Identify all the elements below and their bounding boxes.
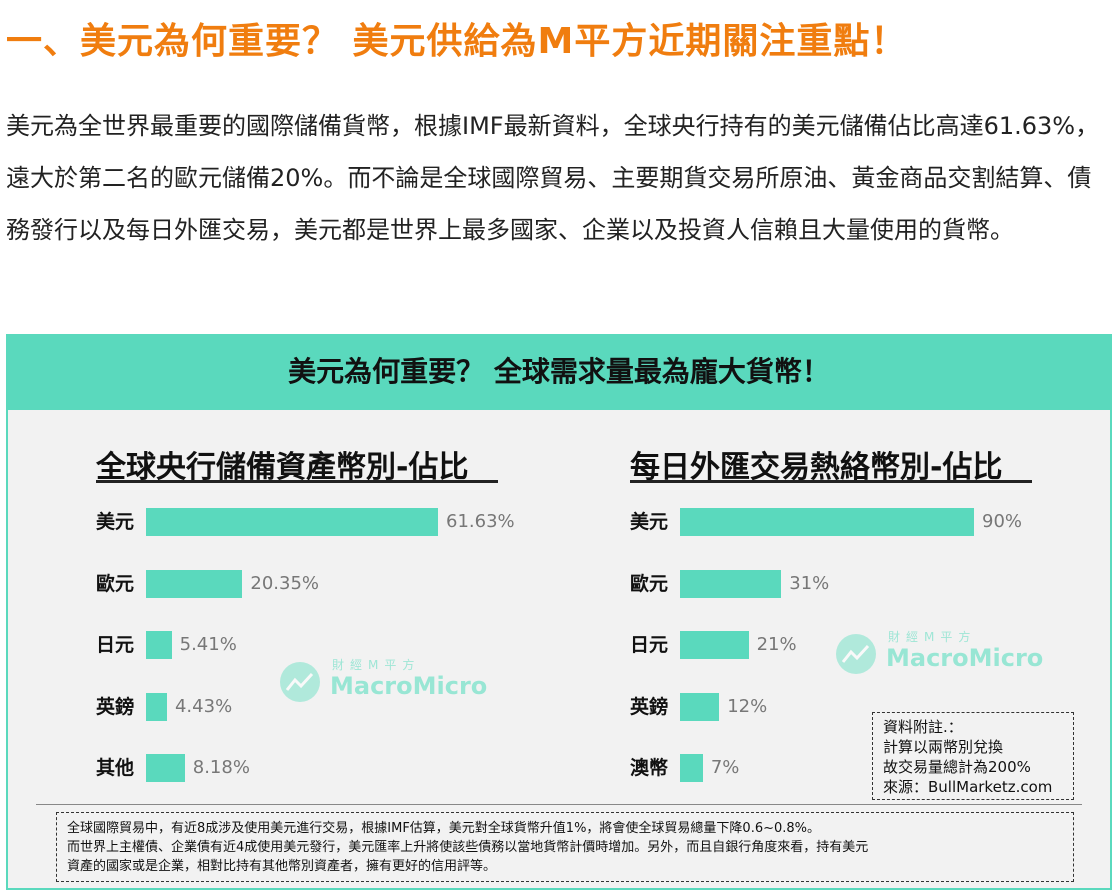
watermark-en: MacroMicro: [886, 644, 1044, 672]
bar-category-label: 歐元: [630, 572, 669, 595]
infographic-body: [6, 410, 1112, 890]
chart-title-underline: [630, 480, 1032, 483]
macromicro-logo-icon: [280, 662, 320, 702]
bar: [680, 692, 720, 721]
bar-row: 英鎊 4.43%: [96, 692, 576, 721]
bar-value-label: 61.63%: [446, 511, 515, 532]
divider: [36, 804, 1082, 805]
bar-category-label: 美元: [630, 511, 669, 533]
bar-value-label: 21%: [756, 634, 797, 655]
footnote-line: 全球國際貿易中，有近8成涉及使用美元進行交易，根據IMF估算，美元對全球貨幣升值…: [67, 821, 821, 836]
bar: [146, 508, 438, 536]
bar-row: 歐元 20.35%: [96, 569, 576, 598]
bar-category-label: 英鎊: [630, 695, 669, 718]
bar: [146, 631, 172, 659]
bar-row: 日元 5.41%: [96, 631, 576, 659]
bar: [146, 754, 185, 782]
bar-value-label: 7%: [710, 757, 740, 778]
intro-paragraph: 美元為全世界最重要的國際儲備貨幣，根據IMF最新資料，全球央行持有的美元儲備佔比…: [6, 112, 1100, 244]
bar-category-label: 澳幣: [630, 757, 669, 779]
bar-value-label: 31%: [789, 572, 830, 594]
bar-value-label: 12%: [727, 695, 768, 717]
infographic-title: 美元為何重要？ 全球需求量最為龐大貨幣！: [288, 355, 830, 388]
bar: [146, 569, 243, 598]
bar-category-label: 日元: [630, 634, 669, 656]
chart-title-underline: [96, 480, 498, 483]
bar-row: 澳幣 7%: [630, 754, 1110, 782]
chart-title: 每日外匯交易熱絡幣別-佔比: [630, 450, 1003, 485]
bar-row: 美元 61.63%: [96, 508, 576, 536]
reserve-currency-chart: 全球央行儲備資產幣別-佔比 美元 61.63% 歐元 20.35% 日元 5.41% 英鎊 4…: [96, 430, 576, 810]
bar-row: 英鎊 12%: [630, 692, 1110, 721]
bar: [146, 692, 167, 721]
footnote-line: 資產的國家或是企業，相對比持有其他幣別資產者，擁有更好的信用評等。: [67, 859, 497, 874]
bar-value-label: 8.18%: [192, 757, 250, 778]
note-line: 計算以兩幣別兌換: [883, 738, 1004, 756]
bar-row: 歐元 31%: [630, 569, 1110, 598]
bar-category-label: 歐元: [96, 572, 135, 595]
note-line: 故交易量總計為200%: [883, 758, 1031, 776]
fx-turnover-chart: 每日外匯交易熱絡幣別-佔比 美元 90% 歐元 31% 日元 21% 英鎊 12% 澳幣 7%: [630, 430, 1110, 810]
macromicro-logo-icon: [836, 634, 876, 674]
bar: [680, 569, 782, 598]
bar-row: 美元 90%: [630, 508, 1110, 536]
bar-row: 日元 21%: [630, 631, 1110, 659]
bar-category-label: 其他: [96, 757, 135, 779]
bar: [680, 754, 703, 782]
bar-value-label: 20.35%: [250, 572, 320, 594]
macromicro-watermark: 財經M平方 MacroMicro: [836, 628, 1046, 678]
footnote-box: 全球國際貿易中，有近8成涉及使用美元進行交易，根據IMF估算，美元對全球貨幣升值…: [56, 812, 1074, 882]
note-line: 來源：BullMarketz.com: [883, 778, 1053, 796]
watermark-cn: 財經M平方: [332, 658, 421, 672]
bar-value-label: 5.41%: [179, 634, 237, 655]
data-note-box: 資料附註.： 計算以兩幣別兌換 故交易量總計為200% 來源：BullMarke…: [872, 712, 1074, 800]
bar: [680, 631, 749, 659]
note-line: 資料附註.：: [883, 718, 963, 736]
bar-value-label: 90%: [982, 511, 1023, 532]
bar-category-label: 日元: [96, 634, 135, 656]
footnote-line: 而世界上主權債、企業債有近4成使用美元發行，美元匯率上升將使該些債務以當地貨幣計…: [67, 840, 869, 855]
watermark-cn: 財經M平方: [888, 630, 977, 644]
infographic: 美元為何重要？ 全球需求量最為龐大貨幣！ 全球央行儲備資產幣別-佔比 美元 61.…: [6, 334, 1112, 890]
bar: [680, 508, 974, 536]
watermark-en: MacroMicro: [330, 672, 488, 700]
infographic-banner: [6, 334, 1112, 410]
bar-category-label: 英鎊: [96, 695, 135, 718]
macromicro-watermark: 財經M平方 MacroMicro: [280, 656, 490, 706]
bar-value-label: 4.43%: [174, 695, 233, 717]
bar-row: 其他 8.18%: [96, 754, 576, 782]
page-heading: 一、美元為何重要？ 美元供給為M平方近期關注重點！: [6, 21, 908, 62]
bar-category-label: 美元: [96, 511, 135, 533]
chart-title: 全球央行儲備資產幣別-佔比: [96, 450, 469, 485]
